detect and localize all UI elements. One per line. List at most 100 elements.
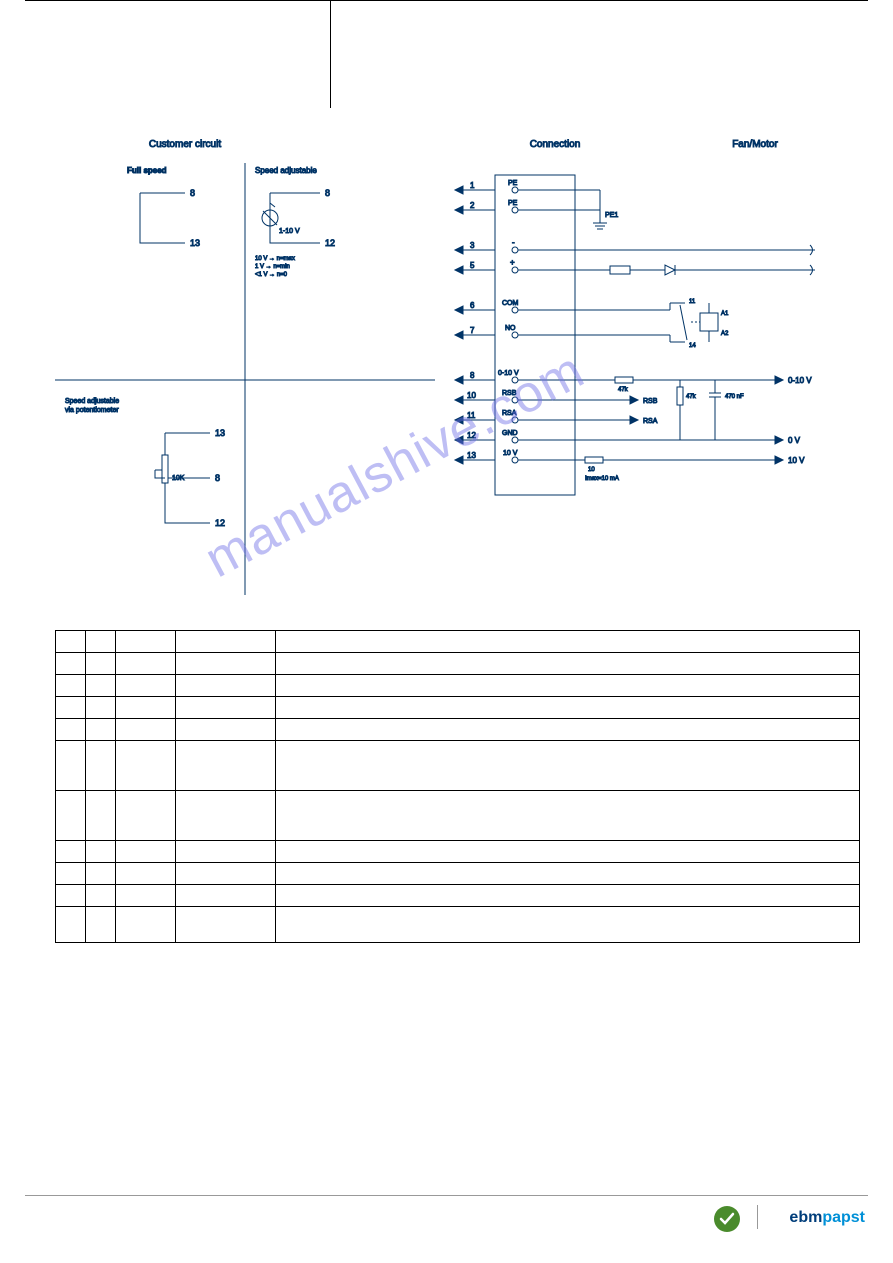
svg-text:PE: PE — [508, 180, 518, 187]
header-customer: Customer circuit — [149, 139, 221, 150]
svg-text:Speed adjustable: Speed adjustable — [255, 166, 317, 175]
svg-text:5: 5 — [470, 261, 475, 270]
table-row — [56, 791, 860, 841]
table-cell — [276, 741, 860, 791]
table-cell — [176, 697, 276, 719]
table-cell — [56, 863, 86, 885]
table-row — [56, 631, 860, 653]
table-cell — [56, 653, 86, 675]
svg-text:12: 12 — [325, 238, 335, 248]
svg-text:COM: COM — [502, 300, 519, 307]
table-cell — [86, 719, 116, 741]
svg-text:11: 11 — [467, 411, 476, 420]
table-cell — [276, 675, 860, 697]
svg-text:3: 3 — [470, 241, 475, 250]
svg-text:PE: PE — [508, 200, 518, 207]
svg-text:-: - — [512, 238, 515, 247]
wiring-diagram: Customer circuit Connection Fan/Motor Fu… — [55, 135, 860, 605]
svg-text:10 V: 10 V — [503, 450, 518, 457]
table-cell — [56, 841, 86, 863]
svg-text:13: 13 — [190, 238, 200, 248]
svg-text:+: + — [510, 258, 515, 267]
table-cell — [86, 631, 116, 653]
page: Customer circuit Connection Fan/Motor Fu… — [0, 0, 893, 1263]
table-cell — [176, 907, 276, 943]
connection-table — [55, 630, 860, 943]
table-row — [56, 885, 860, 907]
table-cell — [276, 863, 860, 885]
table-cell — [276, 697, 860, 719]
svg-text:14: 14 — [689, 343, 696, 349]
svg-text:13: 13 — [215, 428, 225, 438]
svg-text:8: 8 — [470, 371, 475, 380]
table-cell — [176, 885, 276, 907]
table-cell — [56, 631, 86, 653]
table-cell — [116, 741, 176, 791]
table-cell — [56, 697, 86, 719]
table-cell — [56, 791, 86, 841]
top-divider-vertical — [330, 0, 331, 108]
table-cell — [86, 653, 116, 675]
svg-text:10: 10 — [467, 391, 476, 400]
footer-separator — [757, 1205, 758, 1229]
top-border — [25, 0, 868, 1]
table-cell — [116, 791, 176, 841]
table-row — [56, 907, 860, 943]
table-cell — [176, 791, 276, 841]
svg-text:1 V → n=min: 1 V → n=min — [255, 264, 290, 270]
table-cell — [116, 885, 176, 907]
svg-text:2: 2 — [470, 201, 475, 210]
table-cell — [276, 885, 860, 907]
svg-text:Full speed: Full speed — [127, 166, 167, 175]
table-cell — [116, 631, 176, 653]
table-cell — [176, 863, 276, 885]
table-cell — [86, 885, 116, 907]
svg-text:1-10 V: 1-10 V — [279, 228, 300, 235]
svg-text:470 nF: 470 nF — [725, 394, 744, 400]
table-cell — [56, 885, 86, 907]
table-row — [56, 653, 860, 675]
svg-text:11: 11 — [689, 299, 696, 305]
table — [55, 630, 860, 943]
table-cell — [116, 841, 176, 863]
svg-text:<1 V → n=0: <1 V → n=0 — [255, 272, 288, 278]
svg-text:NO: NO — [505, 325, 516, 332]
svg-text:RSB: RSB — [502, 390, 517, 397]
footer: ebmpapst — [0, 1195, 893, 1245]
table-cell — [86, 791, 116, 841]
greentech-badge-icon — [713, 1205, 741, 1233]
ebmpapst-logo: ebmpapst — [789, 1209, 865, 1227]
svg-text:0 V: 0 V — [788, 436, 801, 445]
table-cell — [116, 719, 176, 741]
table-cell — [276, 719, 860, 741]
svg-text:8: 8 — [215, 473, 220, 483]
svg-text:0-10 V: 0-10 V — [788, 376, 812, 385]
table-cell — [56, 907, 86, 943]
svg-text:PE1: PE1 — [605, 212, 618, 219]
svg-text:6: 6 — [470, 301, 475, 310]
table-cell — [176, 653, 276, 675]
svg-text:RSA: RSA — [502, 410, 517, 417]
table-cell — [176, 741, 276, 791]
table-cell — [176, 631, 276, 653]
table-cell — [86, 907, 116, 943]
svg-text:10K: 10K — [172, 475, 185, 482]
table-cell — [116, 697, 176, 719]
svg-text:via potentiometer: via potentiometer — [65, 407, 119, 414]
footer-rule — [25, 1195, 868, 1196]
svg-text:7: 7 — [470, 326, 475, 335]
header-fanmotor: Fan/Motor — [732, 139, 778, 150]
svg-text:10 V: 10 V — [788, 456, 805, 465]
table-cell — [86, 675, 116, 697]
svg-text:A2: A2 — [721, 331, 729, 337]
svg-text:GND: GND — [502, 430, 518, 437]
svg-text:47k: 47k — [618, 387, 629, 393]
svg-text:8: 8 — [325, 188, 330, 198]
svg-text:10: 10 — [588, 467, 595, 473]
table-row — [56, 697, 860, 719]
svg-text:8: 8 — [190, 188, 195, 198]
diagram-svg: Customer circuit Connection Fan/Motor Fu… — [55, 135, 860, 605]
table-cell — [86, 741, 116, 791]
header-connection: Connection — [530, 139, 581, 150]
svg-text:A1: A1 — [721, 311, 729, 317]
